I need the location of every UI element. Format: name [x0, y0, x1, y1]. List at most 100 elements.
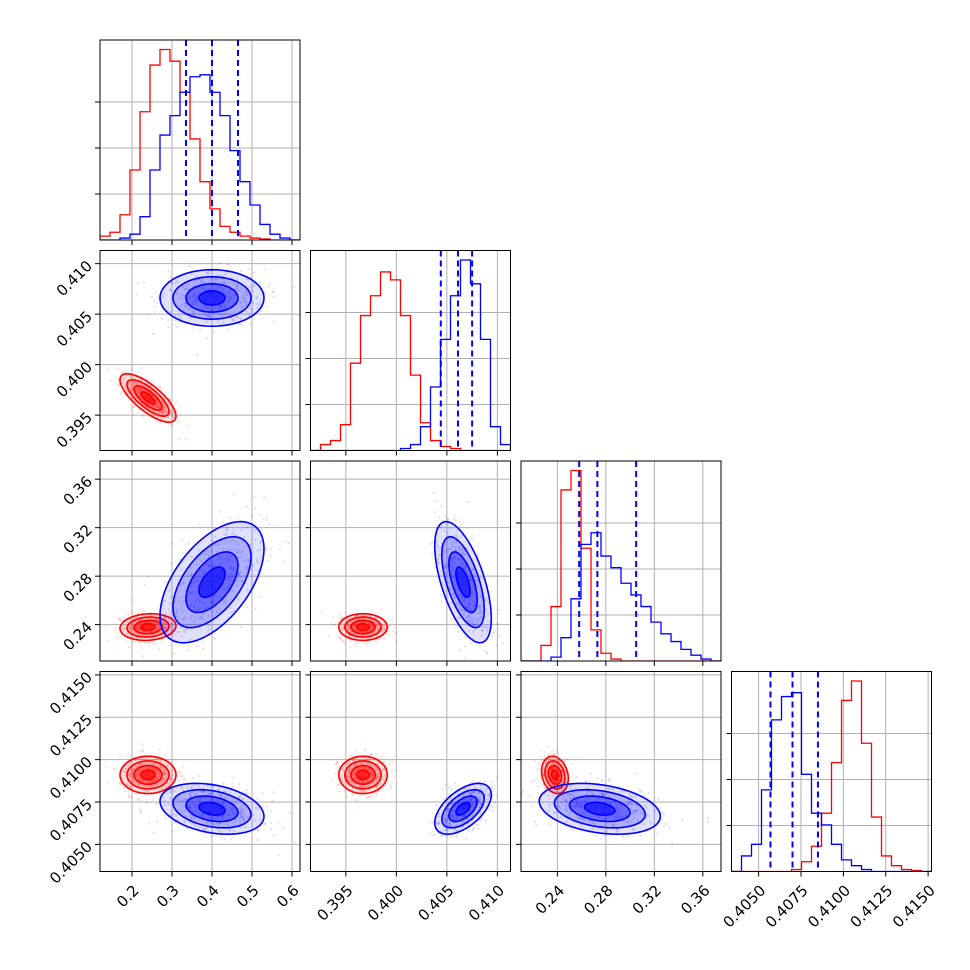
sample-point — [187, 283, 190, 286]
sample-point — [241, 808, 245, 811]
sample-point — [157, 771, 160, 775]
sample-point — [126, 764, 129, 767]
sample-point — [183, 777, 186, 780]
sample-point — [375, 777, 379, 780]
sample-point — [238, 819, 242, 822]
sample-point — [444, 515, 448, 519]
sample-point — [177, 600, 181, 603]
sample-point — [497, 608, 500, 612]
sample-point — [182, 309, 186, 312]
sample-point — [125, 389, 128, 392]
sample-point — [156, 415, 160, 419]
sample-point — [465, 606, 468, 609]
sample-point — [129, 387, 132, 390]
sample-point — [230, 297, 233, 300]
sample-point — [477, 605, 480, 608]
sample-point — [475, 823, 478, 827]
sample-point — [272, 320, 276, 323]
sample-point — [259, 541, 262, 544]
sample-point — [238, 316, 242, 320]
sample-point — [161, 411, 165, 415]
sample-point — [198, 601, 201, 604]
sample-point — [388, 762, 391, 765]
sample-point — [214, 637, 217, 641]
density-fill — [356, 623, 370, 631]
sample-point — [194, 279, 197, 282]
sample-point — [390, 619, 394, 622]
sample-point — [139, 622, 143, 626]
sample-point — [221, 306, 224, 309]
sample-point — [347, 623, 351, 627]
sample-point — [235, 551, 239, 554]
sample-point — [254, 528, 257, 531]
sample-point — [127, 645, 131, 648]
sample-point — [139, 762, 143, 765]
sample-point — [371, 795, 375, 798]
sample-point — [468, 608, 472, 612]
sample-point — [180, 786, 183, 789]
histogram-panel-2 — [516, 460, 722, 666]
sample-point — [346, 617, 349, 620]
sample-point — [137, 619, 141, 622]
sample-point — [391, 629, 395, 633]
sample-point — [202, 790, 205, 794]
sample-point — [453, 561, 456, 565]
sample-point — [244, 290, 247, 293]
sample-point — [200, 617, 204, 620]
sample-point — [164, 410, 167, 413]
sample-point — [227, 281, 230, 285]
sample-point — [192, 311, 195, 315]
sample-point — [237, 556, 240, 559]
sample-point — [151, 332, 155, 336]
sample-point — [200, 831, 204, 835]
sample-point — [255, 296, 259, 299]
y-tick-label: 0.4150 — [46, 668, 96, 718]
sample-point — [161, 408, 165, 412]
sample-point — [135, 627, 138, 631]
contour-line — [159, 782, 265, 836]
sample-point — [175, 612, 178, 615]
sample-point — [205, 827, 209, 830]
sample-point — [208, 315, 212, 318]
sample-point — [228, 564, 232, 568]
sample-point — [163, 599, 167, 603]
sample-point — [484, 649, 487, 653]
sample-point — [220, 794, 223, 798]
sample-point — [217, 788, 220, 791]
sample-point — [160, 411, 164, 415]
sample-point — [220, 562, 223, 565]
sample-point — [249, 322, 252, 326]
sample-point — [450, 618, 453, 621]
sample-point — [491, 805, 494, 808]
sample-point — [231, 821, 234, 825]
sample-point — [134, 388, 138, 391]
sample-point — [216, 596, 219, 599]
sample-point — [149, 640, 152, 643]
sample-point — [258, 281, 262, 284]
sample-point — [251, 515, 254, 518]
sample-point — [129, 646, 132, 649]
sample-point — [154, 778, 157, 781]
histogram-step-line — [521, 532, 721, 661]
sample-point — [180, 539, 183, 542]
sample-point — [204, 314, 208, 317]
y-tick-label: 0.4075 — [46, 795, 96, 845]
sample-point — [138, 619, 141, 622]
sample-point — [251, 301, 255, 304]
sample-point — [104, 625, 108, 628]
sample-point — [223, 281, 226, 285]
sample-point — [141, 749, 145, 752]
sample-point — [430, 552, 434, 556]
sample-point — [164, 763, 168, 766]
sample-point — [181, 582, 185, 586]
sample-point — [357, 794, 361, 797]
sample-point — [356, 629, 359, 633]
sample-point — [166, 782, 170, 785]
sample-point — [226, 796, 229, 800]
sample-point — [226, 559, 230, 563]
sample-point — [143, 767, 146, 771]
sample-point — [347, 628, 350, 632]
sample-point — [268, 522, 271, 526]
sample-point — [184, 301, 187, 305]
sample-point — [457, 558, 461, 561]
